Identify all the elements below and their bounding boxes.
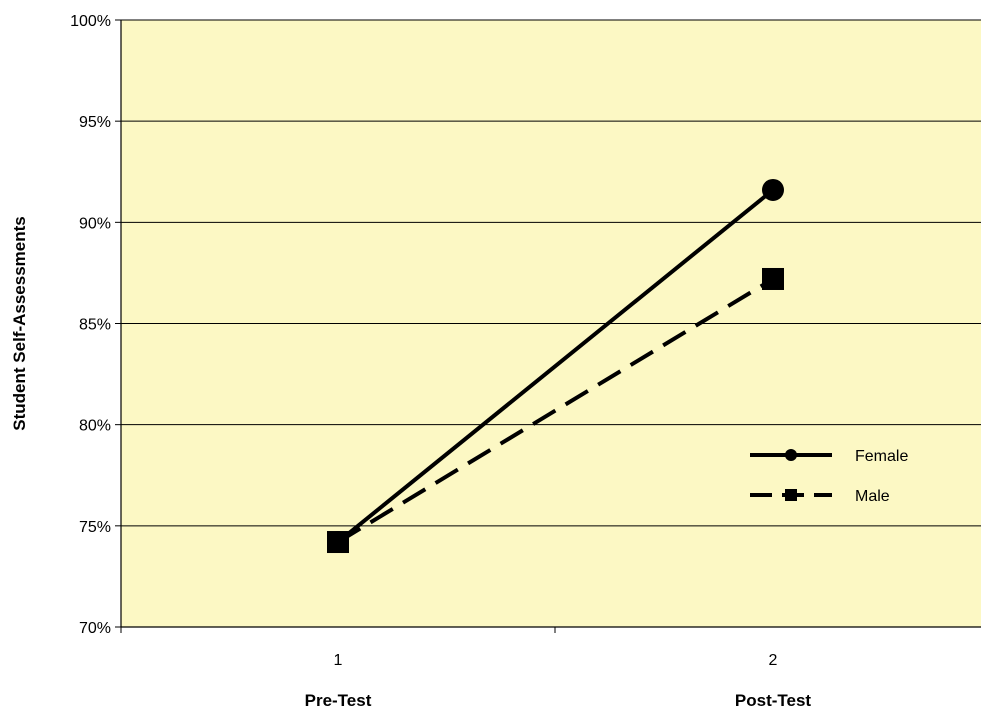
y-tick-label: 75% — [79, 519, 111, 536]
y-tick-label: 95% — [79, 114, 111, 131]
legend-label-male: Male — [855, 488, 890, 505]
y-tick-label: 70% — [79, 620, 111, 637]
data-point-female — [762, 178, 784, 201]
x-category-title: Post-Test — [735, 691, 812, 710]
legend: Female Male — [750, 448, 908, 505]
series-layer — [327, 178, 784, 554]
y-tick-label: 85% — [79, 317, 111, 334]
series-line-female — [336, 188, 775, 544]
y-axis-title: Student Self-Assessments — [10, 216, 29, 430]
gridlines — [121, 19, 981, 527]
x-category-title: Pre-Test — [305, 691, 372, 710]
y-tick-label: 100% — [70, 13, 111, 30]
data-point-male — [762, 267, 784, 290]
series-line-male — [336, 277, 775, 544]
legend-marker-female — [785, 449, 797, 461]
y-tick-label: 90% — [79, 215, 111, 232]
legend-label-female: Female — [855, 448, 908, 465]
x-tick-label: 2 — [769, 652, 778, 669]
y-tick-label: 80% — [79, 418, 111, 435]
x-tick-label: 1 — [334, 652, 343, 669]
data-point-female — [327, 531, 349, 554]
y-axis-ticks: 70% 75% 80% 85% 90% 95% 100% — [70, 13, 121, 637]
x-axis-ticks: 1 Pre-Test 2 Post-Test — [120, 627, 812, 710]
legend-marker-male — [785, 489, 797, 501]
